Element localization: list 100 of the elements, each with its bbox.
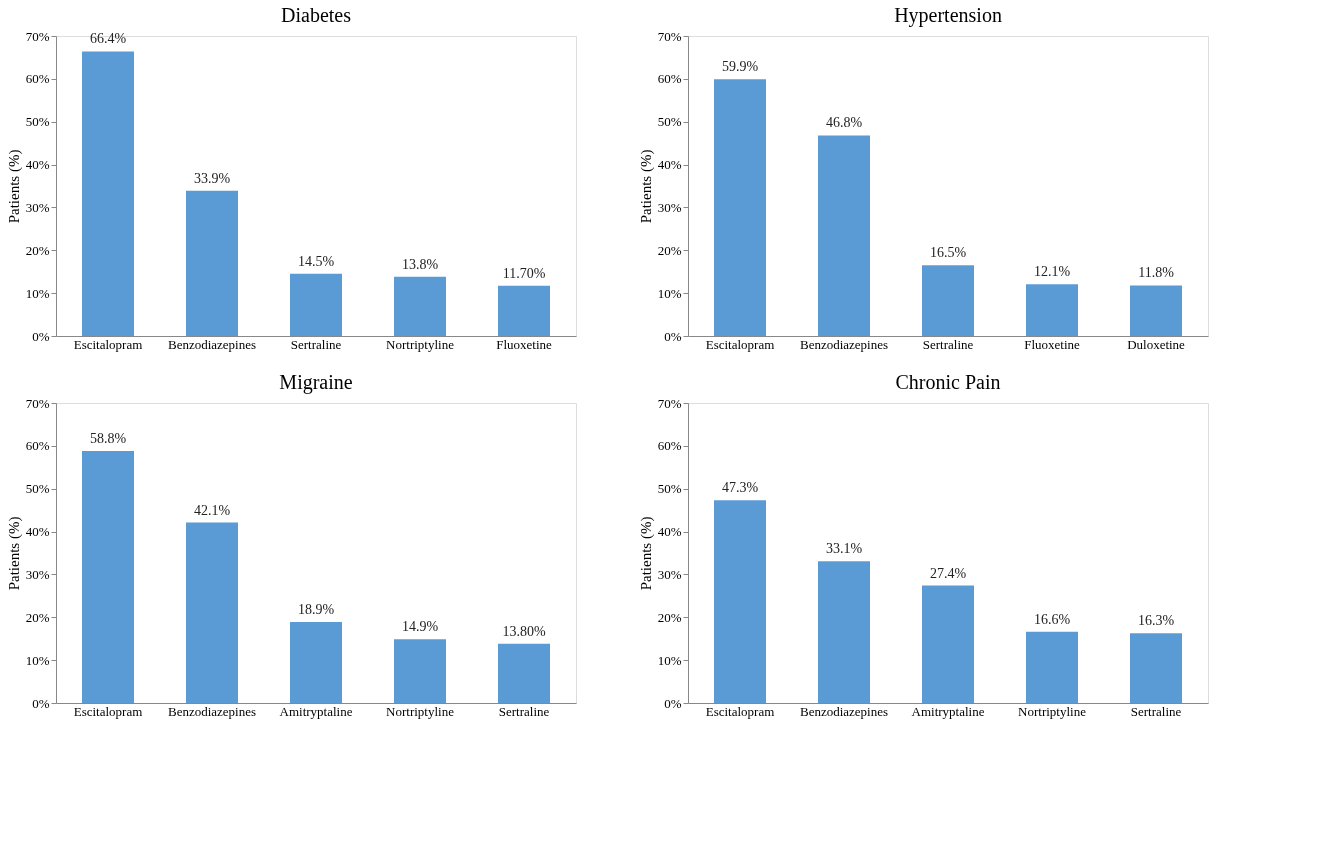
x-tick-label: Nortriptyline [386,336,455,352]
chart-title: Diabetes [281,4,352,26]
y-tick-label: 0% [664,328,682,344]
bar [1026,631,1078,703]
y-tick-label: 70% [25,28,50,44]
y-tick-label: 30% [25,199,50,215]
bar [1026,284,1078,336]
y-tick-label: 10% [25,652,50,668]
x-tick-label: Nortriptyline [1018,703,1087,719]
chart-title: Migraine [279,371,353,394]
y-tick-label: 0% [664,695,682,711]
y-tick-label: 20% [25,242,50,258]
bar [714,79,766,336]
y-tick-label: 60% [657,438,682,454]
y-tick-label: 40% [657,157,682,173]
data-label: 59.9% [721,59,759,75]
bar [1130,285,1182,336]
data-label: 46.8% [825,115,863,131]
bar [818,135,870,336]
data-label: 33.9% [193,170,231,186]
x-tick-label: Escitalopram [705,703,775,719]
bar [498,285,550,336]
y-tick-label: 0% [32,695,50,711]
y-tick-label: 50% [25,114,50,130]
y-axis-title: Patients (%) [637,149,655,224]
y-tick-label: 50% [657,481,682,497]
y-tick-label: 20% [25,609,50,625]
data-label: 42.1% [193,502,231,518]
y-tick-label: 0% [32,328,50,344]
x-tick-label: Fluoxetine [1024,336,1081,352]
y-tick-label: 20% [657,609,682,625]
x-tick-label: Nortriptyline [386,703,455,719]
x-tick-label: Escitalopram [73,336,143,352]
chart-title: Hypertension [894,4,1002,27]
bar [394,276,446,336]
y-tick-label: 60% [25,71,50,87]
x-tick-label: Escitalopram [73,703,143,719]
bar [82,451,134,703]
bar [922,585,974,703]
y-tick-label: 40% [25,524,50,540]
y-tick-label: 10% [657,285,682,301]
bar [186,190,238,336]
y-tick-label: 40% [25,157,50,173]
y-tick-label: 30% [657,566,682,582]
data-label: 16.6% [1033,611,1071,627]
y-tick-label: 60% [25,438,50,454]
y-tick-label: 10% [657,652,682,668]
data-label: 16.5% [929,245,967,261]
data-label: 11.70% [502,265,546,281]
bar [290,622,342,703]
x-tick-label: Benzodiazepines [167,703,257,719]
bar [818,561,870,703]
y-tick-label: 10% [25,285,50,301]
data-label: 16.3% [1137,613,1175,629]
data-label: 58.8% [89,431,127,446]
x-tick-label: Benzodiazepines [799,336,889,352]
y-axis-title: Patients (%) [5,149,23,224]
x-tick-label: Sertraline [498,703,550,719]
chart-title: Chronic Pain [895,371,1001,393]
x-tick-label: Amitryptaline [911,703,985,719]
x-tick-label: Benzodiazepines [167,336,257,352]
y-tick-label: 20% [657,242,682,258]
y-tick-label: 50% [25,481,50,497]
y-axis-title: Patients (%) [637,516,655,591]
x-tick-label: Escitalopram [705,336,775,352]
y-tick-label: 50% [657,114,682,130]
y-tick-label: 40% [657,524,682,540]
y-tick-label: 70% [657,395,682,411]
bar [714,500,766,703]
x-tick-label: Benzodiazepines [799,703,889,719]
x-tick-label: Amitryptaline [279,703,353,719]
bar [394,639,446,703]
y-tick-label: 30% [657,199,682,215]
x-tick-label: Sertraline [1130,703,1182,719]
bar [498,643,550,703]
data-label: 14.5% [297,253,335,269]
x-tick-label: Sertraline [290,336,342,352]
x-tick-label: Duloxetine [1127,336,1186,352]
bar [186,522,238,703]
y-tick-label: 70% [657,28,682,44]
bar [1130,633,1182,703]
bar [82,51,134,336]
data-label: 18.9% [297,602,335,617]
data-label: 14.9% [401,619,439,635]
data-label: 13.80% [502,623,546,639]
y-axis-title: Patients (%) [5,516,23,591]
data-label: 13.8% [401,256,439,272]
data-label: 47.3% [721,480,759,496]
y-tick-label: 70% [25,395,50,411]
data-label: 11.8% [1138,265,1175,281]
x-tick-label: Sertraline [922,336,974,352]
y-tick-label: 60% [657,71,682,87]
data-label: 27.4% [929,565,967,581]
bar [290,273,342,336]
bar [922,265,974,336]
x-tick-label: Fluoxetine [496,336,553,352]
data-label: 66.4% [89,31,127,47]
data-label: 33.1% [825,541,863,557]
y-tick-label: 30% [25,566,50,582]
data-label: 12.1% [1033,264,1071,280]
